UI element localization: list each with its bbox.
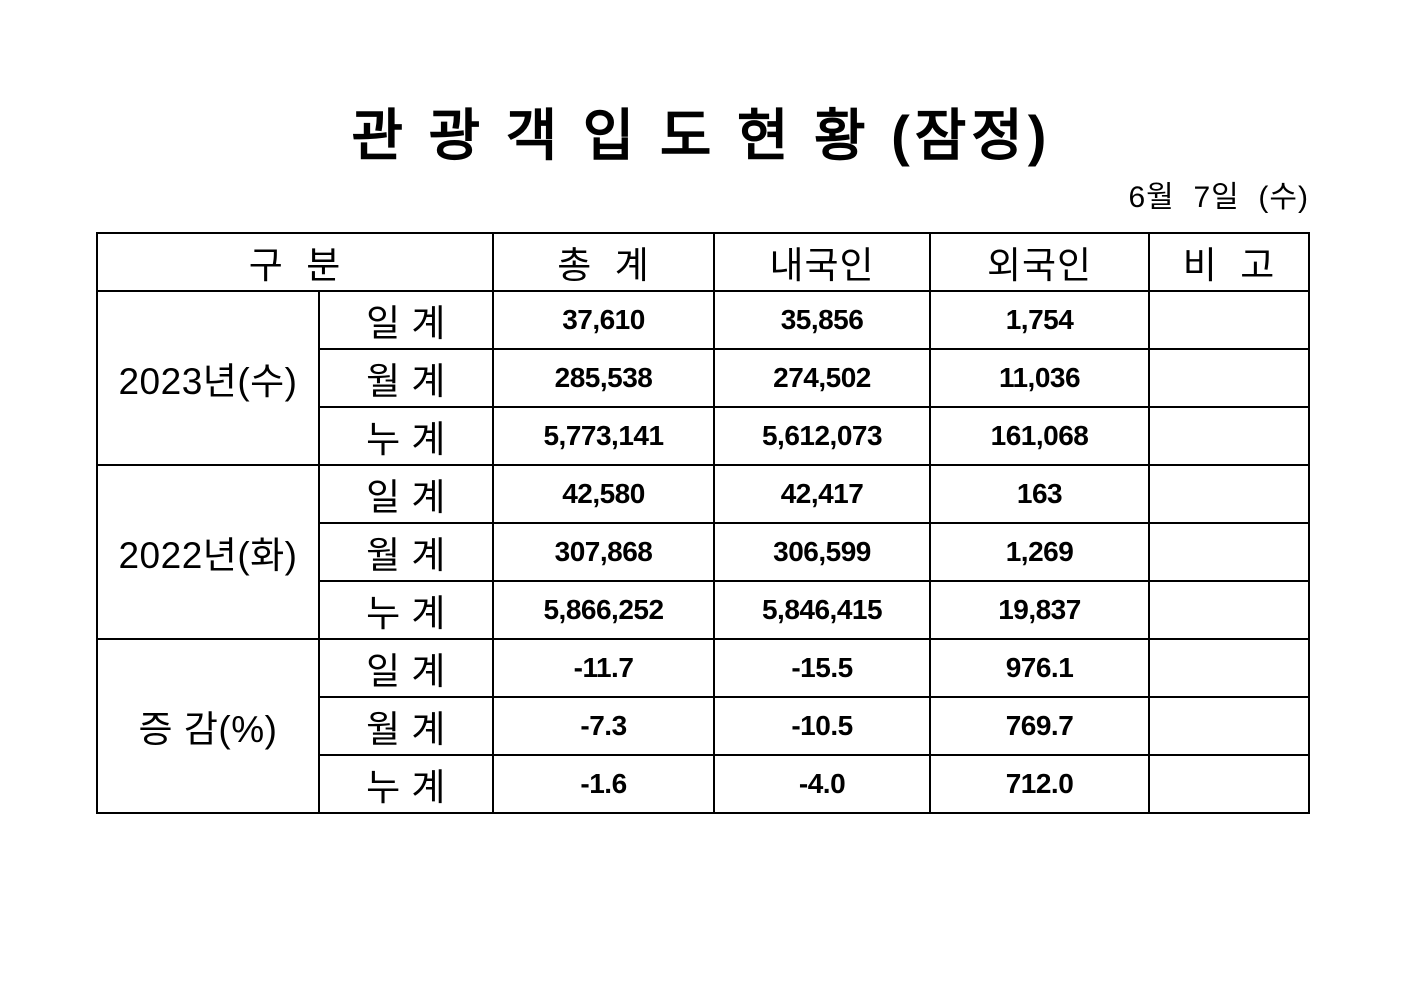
cell-domestic: -15.5: [713, 638, 932, 698]
cell-total: 42,580: [492, 464, 716, 524]
cell-foreign: 712.0: [929, 754, 1151, 814]
table-header-row: 구 분 총 계 내국인 외국인 비 고: [95, 232, 1311, 292]
cell-total: 5,866,252: [492, 580, 716, 640]
header-note: 비 고: [1148, 232, 1311, 292]
cell-total: -1.6: [492, 754, 716, 814]
cell-domestic: -4.0: [713, 754, 932, 814]
cell-total: 285,538: [492, 348, 716, 408]
cell-domestic: 35,856: [713, 290, 932, 350]
row-label: 누 계: [317, 754, 495, 814]
cell-note: [1148, 522, 1311, 582]
table-row: 누 계 5,866,252 5,846,415 19,837: [97, 580, 1311, 640]
cell-foreign: 1,269: [929, 522, 1151, 582]
table-row: 월 계 307,868 306,599 1,269: [97, 522, 1311, 582]
header-total: 총 계: [492, 232, 716, 292]
cell-note: [1148, 406, 1311, 466]
table-row: 누 계 -1.6 -4.0 712.0: [97, 754, 1311, 814]
row-label: 일 계: [317, 290, 495, 350]
date-label: 6월 7일 (수): [1128, 181, 1309, 214]
cell-foreign: 19,837: [929, 580, 1151, 640]
cell-foreign: 976.1: [929, 638, 1151, 698]
cell-domestic: -10.5: [713, 696, 932, 756]
table-row: 월 계 285,538 274,502 11,036: [97, 348, 1311, 408]
cell-total: -7.3: [492, 696, 716, 756]
table-row: 증 감(%) 일 계 -11.7 -15.5 976.1: [96, 638, 1311, 814]
cell-note: [1148, 580, 1311, 640]
stats-table-container: 구 분 총 계 내국인 외국인 비 고 2023년(수) 일 계 37,610 …: [95, 232, 1311, 814]
cell-note: [1148, 348, 1311, 408]
group-label-change: 증 감(%): [96, 638, 320, 814]
table-row: 누 계 5,773,141 5,612,073 161,068: [97, 406, 1311, 466]
row-label: 누 계: [317, 580, 495, 640]
table-row: 2022년(화) 일 계 42,580 42,417 163: [96, 464, 1311, 640]
cell-total: 37,610: [492, 290, 716, 350]
row-label: 월 계: [317, 522, 495, 582]
cell-note: [1148, 696, 1311, 756]
header-foreign: 외국인: [929, 232, 1151, 292]
row-label: 월 계: [317, 348, 495, 408]
page-title: 관 광 객 입 도 현 황 (잠정): [351, 104, 1052, 167]
cell-foreign: 1,754: [929, 290, 1151, 350]
group-label-2023: 2023년(수): [96, 290, 320, 466]
cell-domestic: 306,599: [713, 522, 932, 582]
cell-note: [1148, 290, 1311, 350]
row-label: 월 계: [317, 696, 495, 756]
table-row: 월 계 -7.3 -10.5 769.7: [97, 696, 1311, 756]
table-row: 2023년(수) 일 계 37,610 35,856 1,754: [96, 290, 1311, 466]
cell-domestic: 274,502: [713, 348, 932, 408]
cell-foreign: 11,036: [929, 348, 1151, 408]
cell-domestic: 42,417: [713, 464, 932, 524]
row-label: 일 계: [317, 464, 495, 524]
row-label: 누 계: [317, 406, 495, 466]
cell-total: 5,773,141: [492, 406, 716, 466]
cell-note: [1148, 464, 1311, 524]
cell-foreign: 163: [929, 464, 1151, 524]
cell-domestic: 5,846,415: [713, 580, 932, 640]
header-category: 구 분: [95, 232, 495, 292]
cell-total: -11.7: [492, 638, 716, 698]
cell-total: 307,868: [492, 522, 716, 582]
cell-note: [1148, 754, 1311, 814]
cell-domestic: 5,612,073: [713, 406, 932, 466]
cell-foreign: 769.7: [929, 696, 1151, 756]
row-label: 일 계: [317, 638, 495, 698]
cell-note: [1148, 638, 1311, 698]
tourist-arrival-table: 구 분 총 계 내국인 외국인 비 고 2023년(수) 일 계 37,610 …: [95, 232, 1311, 814]
header-domestic: 내국인: [713, 232, 932, 292]
cell-foreign: 161,068: [929, 406, 1151, 466]
group-label-2022: 2022년(화): [96, 464, 320, 640]
